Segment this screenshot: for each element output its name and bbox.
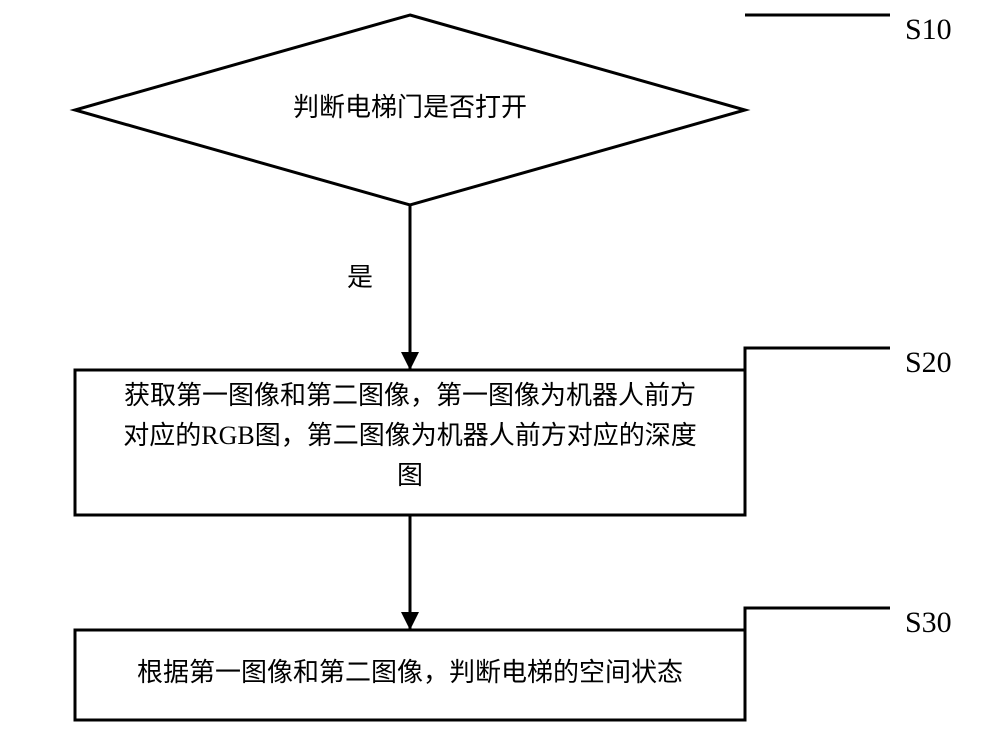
- callout-line-s20: [745, 348, 890, 370]
- node-text-s30-0: 根据第一图像和第二图像，判断电梯的空间状态: [137, 658, 683, 687]
- edge-label-s10-s20: 是: [347, 263, 373, 292]
- node-s20: 获取第一图像和第二图像，第一图像为机器人前方对应的RGB图，第二图像为机器人前方…: [75, 346, 952, 515]
- node-s30: 根据第一图像和第二图像，判断电梯的空间状态 S30: [75, 606, 952, 720]
- step-label-s10: S10: [905, 13, 952, 46]
- node-text-s20-0: 获取第一图像和第二图像，第一图像为机器人前方: [124, 381, 696, 410]
- callout-line-s30: [745, 608, 890, 630]
- step-label-s30: S30: [905, 606, 952, 639]
- flowchart-canvas: 是 判断电梯门是否打开 S10 获取第一图像和第二图像，第一图像为机器人前方对应的RG…: [0, 0, 1000, 747]
- node-text-s20-1: 对应的RGB图，第二图像为机器人前方对应的深度: [123, 421, 696, 450]
- node-text-s10-0: 判断电梯门是否打开: [293, 93, 527, 122]
- step-label-s20: S20: [905, 346, 952, 379]
- node-text-s20-2: 图: [397, 461, 423, 490]
- node-s10: 判断电梯门是否打开 S10: [75, 13, 952, 205]
